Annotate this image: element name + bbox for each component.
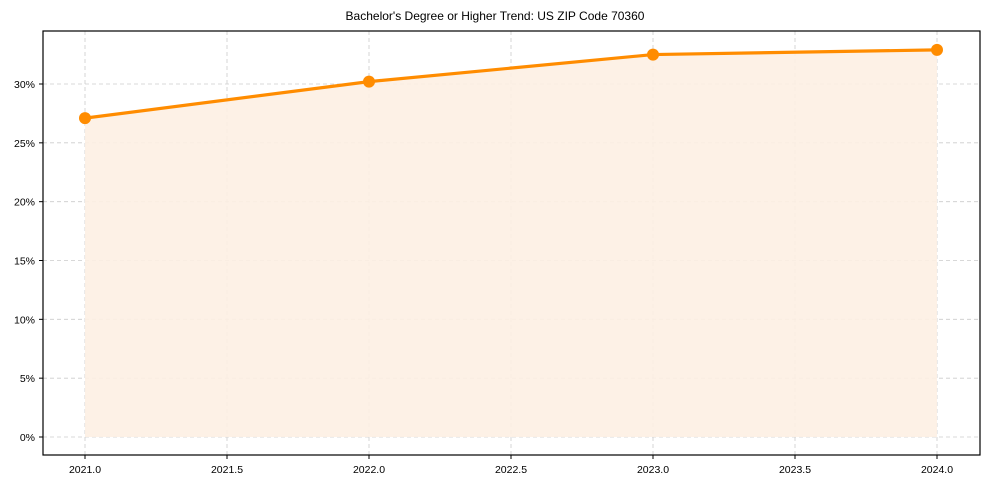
area-fill-path: [85, 49, 937, 437]
y-tick-label: 5%: [20, 373, 35, 385]
x-tick-label: 2021.5: [211, 464, 243, 476]
data-point-marker: [647, 48, 659, 61]
y-tick-label: 10%: [14, 314, 35, 326]
y-axis: 0% 5% 10% 15% 20% 25% 30%: [14, 79, 43, 444]
series-line: [83, 48, 939, 120]
y-tick-label: 25%: [14, 138, 35, 150]
x-tick-label: 2024.0: [921, 464, 953, 476]
y-tick-label: 30%: [14, 79, 35, 91]
x-tick-label: 2021.0: [69, 464, 101, 476]
area-fill: [85, 49, 937, 437]
y-tick-label: 15%: [14, 256, 35, 268]
data-series-line: [79, 43, 943, 125]
data-point-marker: [931, 43, 943, 56]
x-tick-label: 2022.5: [495, 464, 527, 476]
y-tick-label: 20%: [14, 197, 35, 209]
x-tick-label: 2023.5: [779, 464, 811, 476]
x-tick-label: 2023.0: [637, 464, 669, 476]
data-point-marker: [363, 75, 375, 88]
x-tick-label: 2022.0: [353, 464, 385, 476]
data-point-marker: [79, 112, 91, 125]
chart-title: Bachelor's Degree or Higher Trend: US ZI…: [346, 9, 645, 23]
y-tick-label: 0%: [20, 432, 35, 444]
x-axis: 2021.0 2021.5 2022.0 2022.5 2023.0 2023.5 2024…: [69, 455, 953, 476]
